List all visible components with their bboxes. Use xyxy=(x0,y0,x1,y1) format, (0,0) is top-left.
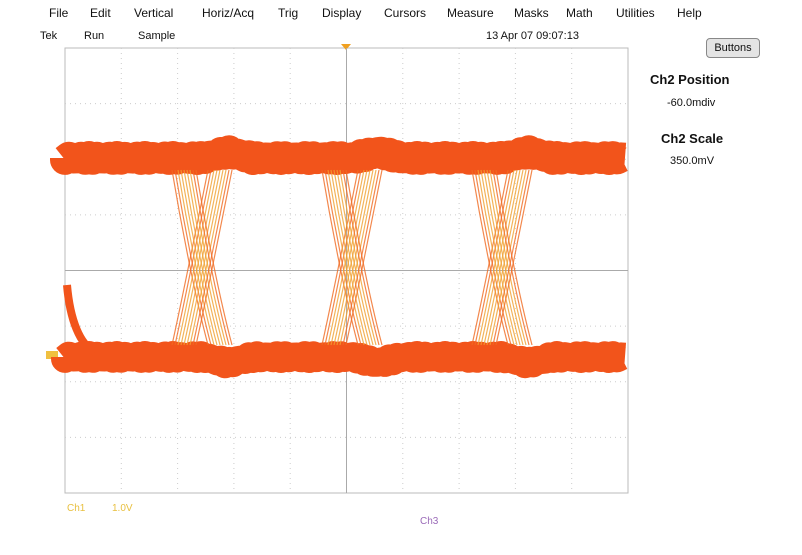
upper-rail xyxy=(50,135,636,175)
menu-item[interactable]: Display xyxy=(322,6,362,20)
transition xyxy=(489,169,527,346)
menu-item[interactable]: Cursors xyxy=(384,6,427,20)
menu-item[interactable]: File xyxy=(49,6,69,20)
lower-rail xyxy=(51,341,635,379)
position-value: -60.0mdiv xyxy=(667,97,716,109)
transition xyxy=(321,169,359,346)
menu-item[interactable]: Help xyxy=(677,6,702,20)
transition xyxy=(471,169,509,346)
transition xyxy=(171,169,209,346)
menu-item[interactable]: Horiz/Acq xyxy=(202,6,255,20)
transition xyxy=(483,169,521,346)
trigger-marker xyxy=(341,44,351,50)
menu-item[interactable]: Trig xyxy=(278,6,299,20)
transition xyxy=(339,169,377,346)
transition xyxy=(180,169,218,346)
channel-marker xyxy=(46,351,58,359)
ch1-scale: 1.0V xyxy=(112,503,133,514)
transition xyxy=(183,169,221,346)
eye-diagram xyxy=(50,135,636,379)
transition xyxy=(342,169,380,346)
transition xyxy=(474,169,512,346)
transition xyxy=(192,169,230,346)
transition xyxy=(336,169,374,346)
acq-mode: Sample xyxy=(138,30,176,42)
transition xyxy=(177,169,215,346)
ch3-label: Ch3 xyxy=(420,516,439,527)
date-time: 13 Apr 07 09:07:13 xyxy=(486,30,579,42)
transition xyxy=(186,169,224,346)
menu-item[interactable]: Masks xyxy=(514,6,549,20)
run-state: Run xyxy=(84,30,105,42)
menu-item[interactable]: Vertical xyxy=(134,6,174,20)
instrument-label: Tek xyxy=(40,30,58,42)
transition xyxy=(333,169,371,346)
transition xyxy=(345,169,383,346)
menu-item[interactable]: Measure xyxy=(447,6,494,20)
transition xyxy=(495,169,533,346)
buttons-toggle[interactable]: Buttons xyxy=(706,38,760,58)
left-edge xyxy=(63,284,98,356)
ch1-label: Ch1 xyxy=(67,503,86,514)
transition xyxy=(492,169,530,346)
transition xyxy=(195,169,233,346)
transition xyxy=(327,169,365,346)
menu-item[interactable]: Edit xyxy=(90,6,111,20)
position-label: Ch2 Position xyxy=(650,72,730,87)
transition xyxy=(189,169,227,346)
menu-item[interactable]: Math xyxy=(566,6,593,20)
transition xyxy=(480,169,518,346)
transition xyxy=(330,169,368,346)
transition xyxy=(174,169,212,346)
transition xyxy=(324,169,362,346)
menu-item[interactable]: Utilities xyxy=(616,6,655,20)
transition xyxy=(477,169,515,346)
scale-label: Ch2 Scale xyxy=(661,131,724,146)
scale-value: 350.0mV xyxy=(670,155,715,167)
transition xyxy=(486,169,524,346)
